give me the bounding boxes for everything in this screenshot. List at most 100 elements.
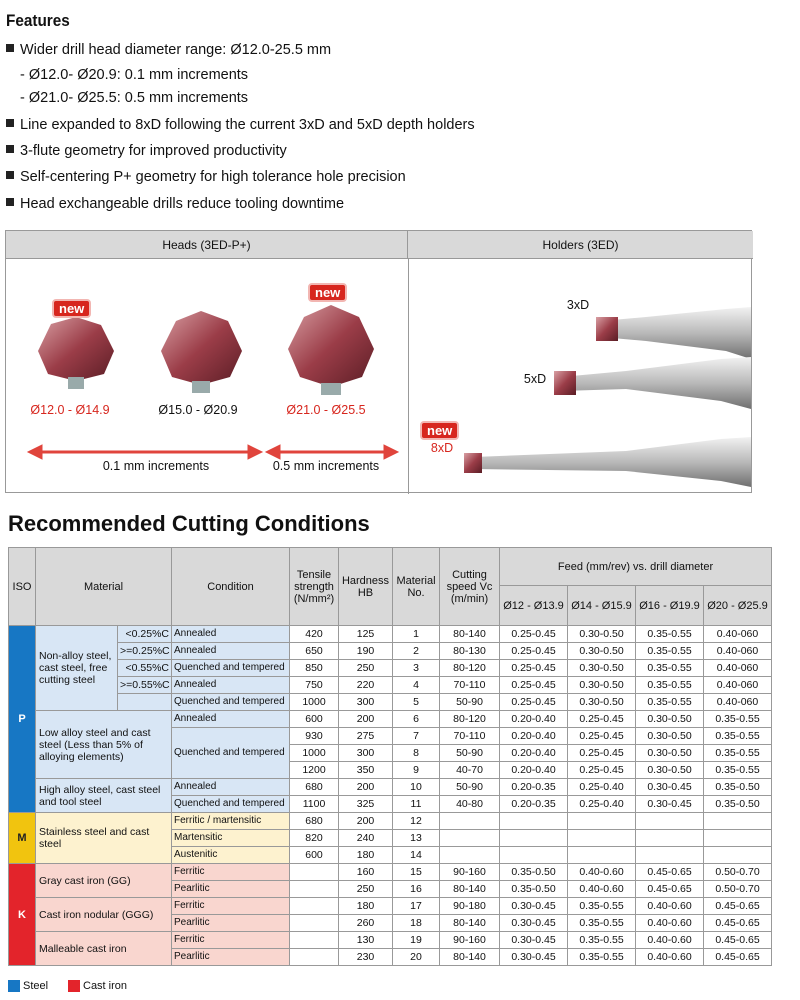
tensile-cell: 680 bbox=[289, 778, 339, 796]
new-badge: new bbox=[308, 283, 348, 302]
tensile-cell bbox=[289, 897, 339, 915]
feed-cell bbox=[702, 829, 773, 847]
diameter-header: Ø12 - Ø13.9 bbox=[499, 585, 568, 626]
vc-cell: 40-80 bbox=[439, 795, 500, 813]
material-cell: Malleable cast iron bbox=[35, 931, 172, 966]
hb-cell: 220 bbox=[338, 676, 393, 694]
hb-cell: 200 bbox=[338, 710, 393, 728]
head-label: Ø15.0 - Ø20.9 bbox=[158, 403, 238, 417]
condition-cell: Annealed bbox=[171, 642, 290, 660]
feature-item: Wider drill head diameter range: Ø12.0-2… bbox=[6, 42, 331, 58]
feed-cell bbox=[635, 846, 704, 864]
condition-cell: Annealed bbox=[171, 778, 290, 796]
increment-arrows bbox=[26, 444, 400, 460]
holder-label: 5xD bbox=[523, 372, 547, 386]
feed-cell bbox=[702, 846, 773, 864]
iso-cell: M bbox=[8, 812, 36, 864]
hb-cell: 200 bbox=[338, 778, 393, 796]
hb-cell: 250 bbox=[338, 880, 393, 898]
condition-cell: Ferritic bbox=[171, 931, 290, 949]
feed-cell: 0.35-0.50 bbox=[702, 778, 773, 796]
feed-cell: 0.20-0.40 bbox=[499, 727, 568, 745]
material-cell: Stainless steel and cast steel bbox=[35, 812, 172, 864]
table-row: >=0.25%C Annealed 650 190 2 80-130 0.25-0.45 0.… bbox=[9, 642, 773, 660]
condition-cell: Annealed bbox=[171, 710, 290, 728]
material-cell: Cast iron nodular (GGG) bbox=[35, 897, 172, 932]
vc-cell: 50-90 bbox=[439, 693, 500, 711]
no-cell: 4 bbox=[392, 676, 440, 694]
increment-label: 0.5 mm increments bbox=[272, 459, 380, 473]
condition-cell: Ferritic bbox=[171, 897, 290, 915]
vc-cell: 70-110 bbox=[439, 727, 500, 745]
no-cell: 20 bbox=[392, 948, 440, 966]
condition-cell: Annealed bbox=[171, 625, 290, 643]
tensile-cell: 420 bbox=[289, 625, 339, 643]
feature-item: 3-flute geometry for improved productivi… bbox=[6, 143, 287, 159]
iso-cell: K bbox=[8, 863, 36, 966]
hb-cell: 300 bbox=[338, 744, 393, 762]
tensile-cell bbox=[289, 931, 339, 949]
carbon-cell: >=0.55%C bbox=[117, 676, 172, 694]
condition-cell: Martensitic bbox=[171, 829, 290, 847]
feed-cell: 0.30-0.50 bbox=[635, 761, 704, 779]
holder-label: 3xD bbox=[566, 298, 590, 312]
head-label: Ø12.0 - Ø14.9 bbox=[30, 403, 110, 417]
cutting-table: ISO Material Condition Tensile strength … bbox=[8, 547, 773, 966]
no-cell: 6 bbox=[392, 710, 440, 728]
feed-cell: 0.40-0.60 bbox=[635, 948, 704, 966]
no-cell: 8 bbox=[392, 744, 440, 762]
feed-cell: 0.45-0.65 bbox=[702, 897, 773, 915]
material-cell: High alloy steel, cast steel and tool st… bbox=[35, 778, 172, 813]
feed-cell bbox=[499, 829, 568, 847]
vc-cell: 80-120 bbox=[439, 710, 500, 728]
condition-cell: Quenched and tempered bbox=[171, 727, 290, 779]
tensile-cell: 1000 bbox=[289, 693, 339, 711]
no-cell: 3 bbox=[392, 659, 440, 677]
feed-cell: 0.20-0.35 bbox=[499, 795, 568, 813]
feature-item: Head exchangeable drills reduce tooling … bbox=[6, 196, 344, 212]
feed-cell: 0.45-0.65 bbox=[635, 863, 704, 881]
feed-cell: 0.35-0.55 bbox=[635, 693, 704, 711]
feed-cell bbox=[702, 812, 773, 830]
feature-subitem: - Ø12.0- Ø20.9: 0.1 mm increments bbox=[20, 67, 249, 83]
material-cell: Gray cast iron (GG) bbox=[35, 863, 172, 898]
feed-cell: 0.20-0.40 bbox=[499, 710, 568, 728]
increment-label: 0.1 mm increments bbox=[102, 459, 210, 473]
tensile-cell bbox=[289, 880, 339, 898]
feed-cell: 0.35-0.55 bbox=[702, 727, 773, 745]
feed-cell: 0.40-0.60 bbox=[567, 863, 636, 881]
condition-cell: Pearlitic bbox=[171, 948, 290, 966]
no-cell: 19 bbox=[392, 931, 440, 949]
header-cell: Material bbox=[35, 547, 172, 626]
vc-cell: 90-160 bbox=[439, 863, 500, 881]
feed-cell: 0.35-0.55 bbox=[567, 931, 636, 949]
hb-cell: 125 bbox=[338, 625, 393, 643]
feed-cell: 0.40-060 bbox=[702, 676, 773, 694]
no-cell: 5 bbox=[392, 693, 440, 711]
feed-cell: 0.35-0.55 bbox=[635, 659, 704, 677]
feed-cell: 0.30-0.50 bbox=[635, 710, 704, 728]
feature-item: Self-centering P+ geometry for high tole… bbox=[6, 169, 406, 185]
features-title: Features bbox=[6, 11, 70, 30]
feed-cell: 0.40-060 bbox=[702, 693, 773, 711]
feed-cell: 0.20-0.35 bbox=[499, 778, 568, 796]
condition-cell: Ferritic / martensitic bbox=[171, 812, 290, 830]
feed-cell: 0.30-0.50 bbox=[635, 744, 704, 762]
vc-cell: 80-140 bbox=[439, 880, 500, 898]
feed-cell: 0.45-0.65 bbox=[702, 914, 773, 932]
table-row: <0.55%C Quenched and tempered 850 250 3 80-12… bbox=[9, 659, 773, 677]
no-cell: 10 bbox=[392, 778, 440, 796]
no-cell: 1 bbox=[392, 625, 440, 643]
vc-cell: 90-160 bbox=[439, 931, 500, 949]
head-image bbox=[38, 317, 114, 389]
legend-item: Cast iron bbox=[68, 980, 127, 992]
tensile-cell: 600 bbox=[289, 710, 339, 728]
feed-cell: 0.30-0.50 bbox=[635, 727, 704, 745]
legend-item: Steel bbox=[8, 980, 48, 992]
feed-cell: 0.45-0.65 bbox=[702, 948, 773, 966]
no-cell: 17 bbox=[392, 897, 440, 915]
header-cell: Hardness HB bbox=[338, 547, 393, 626]
carbon-cell: <0.55%C bbox=[117, 659, 172, 677]
hb-cell: 130 bbox=[338, 931, 393, 949]
feed-cell: 0.30-0.45 bbox=[499, 897, 568, 915]
